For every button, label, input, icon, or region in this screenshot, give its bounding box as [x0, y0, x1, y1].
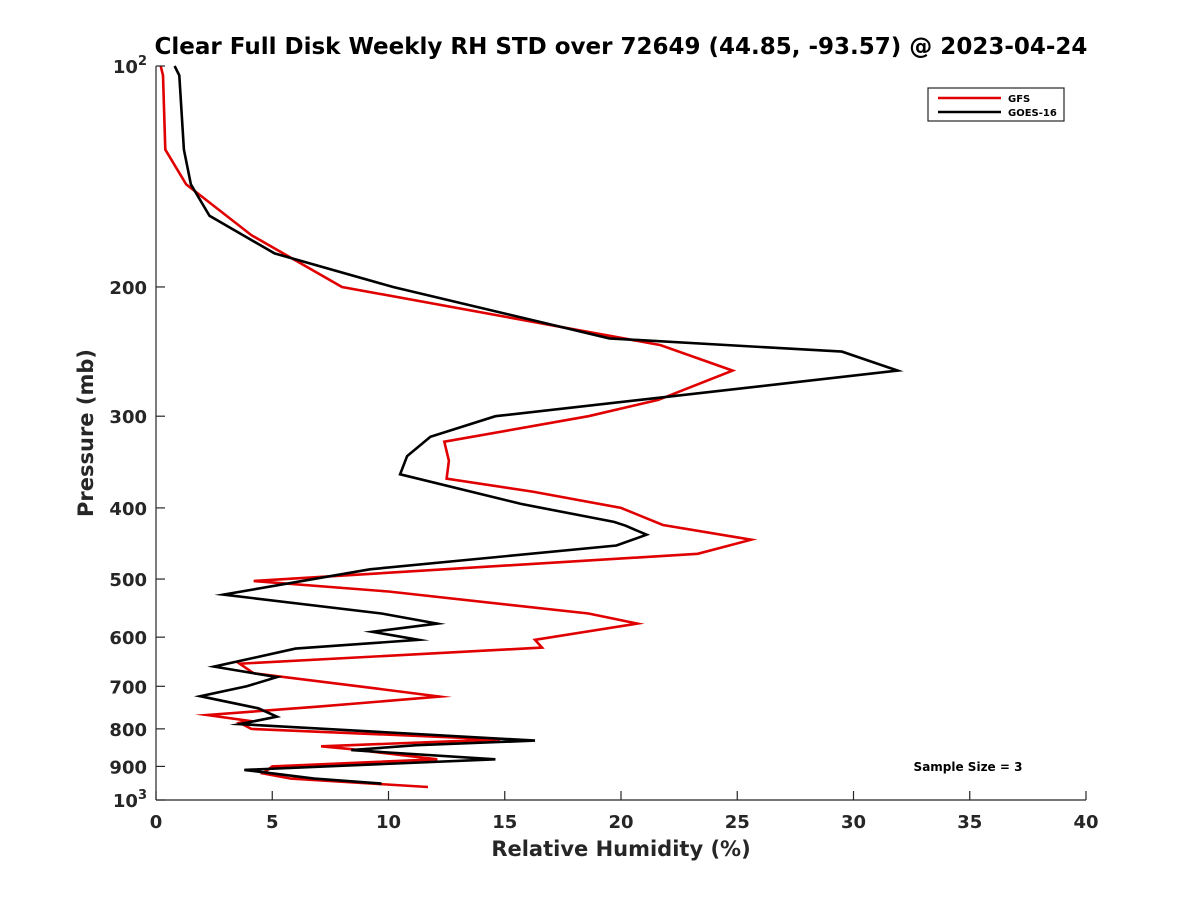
- x-tick-label: 40: [1073, 812, 1098, 833]
- legend-label: GFS: [1008, 94, 1030, 105]
- x-tick-label: 25: [725, 812, 750, 833]
- y-tick-label: 900: [109, 757, 147, 778]
- y-tick-label: 500: [109, 570, 147, 591]
- legend-box: [927, 87, 1065, 122]
- series-line-gfs: [159, 65, 758, 789]
- plot-background: [156, 66, 1086, 800]
- chart-title: Clear Full Disk Weekly RH STD over 72649…: [155, 34, 1088, 60]
- x-tick-label: 30: [841, 812, 866, 833]
- y-tick-label: 700: [109, 677, 147, 698]
- y-tick-label: 400: [109, 499, 147, 520]
- y-tick-label: 103: [113, 788, 147, 812]
- series-line-goes-16: [173, 65, 904, 785]
- x-tick-label: 35: [957, 812, 982, 833]
- x-tick-label: 20: [608, 812, 633, 833]
- x-axis-label: Relative Humidity (%): [491, 837, 750, 861]
- x-tick-label: 10: [376, 812, 401, 833]
- y-tick-label: 600: [109, 628, 147, 649]
- y-tick-label: 102: [113, 54, 147, 78]
- legend-label: GOES-16: [1008, 108, 1057, 119]
- x-tick-label: 15: [492, 812, 517, 833]
- y-tick-label: 800: [109, 720, 147, 741]
- x-tick-label: 5: [266, 812, 279, 833]
- sample-size-annotation: Sample Size = 3: [914, 760, 1023, 774]
- plot-area: 0 5 10 15 20 25 30 35 40 102 200 300 400 500 600 700 800…: [109, 54, 1098, 833]
- x-tick-label: 0: [150, 812, 163, 833]
- legend: GFS GOES-16: [927, 87, 1065, 122]
- y-axis-label: Pressure (mb): [74, 349, 98, 517]
- y-tick-label: 200: [109, 278, 147, 299]
- y-tick-label: 300: [109, 407, 147, 428]
